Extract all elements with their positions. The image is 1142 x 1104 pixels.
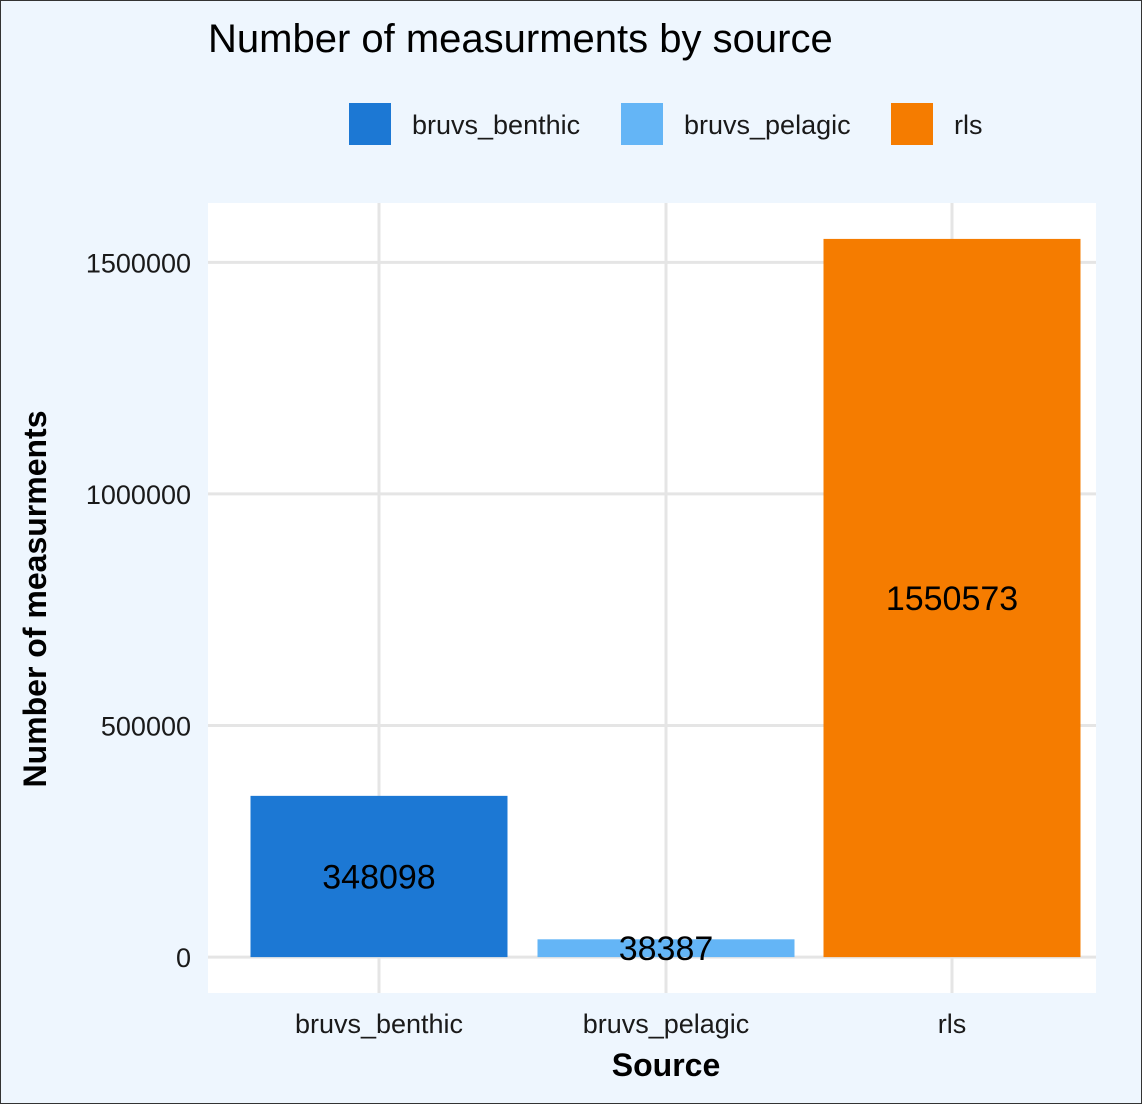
bar-rls xyxy=(823,238,1081,958)
x-axis-title: Source xyxy=(612,1047,720,1083)
legend-label: bruvs_benthic xyxy=(412,110,580,140)
y-axis-title: Number of measurments xyxy=(17,411,53,788)
data-label-bruvs-benthic: 348098 xyxy=(322,858,435,896)
x-tick-label: rls xyxy=(938,1009,967,1039)
legend-swatch xyxy=(349,103,391,145)
legend-item: rls xyxy=(891,103,983,145)
chart-title: Number of measurments by source xyxy=(208,17,833,61)
bar-bruvs-benthic xyxy=(250,795,508,958)
x-tick-label: bruvs_pelagic xyxy=(583,1009,750,1039)
y-tick-label: 1000000 xyxy=(86,480,191,510)
y-tick-label: 0 xyxy=(176,943,191,973)
legend-swatch xyxy=(621,103,663,145)
bar-bruvs-pelagic xyxy=(537,939,795,958)
legend-item: bruvs_pelagic xyxy=(621,103,851,145)
y-tick-label: 1500000 xyxy=(86,248,191,278)
legend-item: bruvs_benthic xyxy=(349,103,580,145)
bars xyxy=(250,238,1081,958)
data-labels: 348098 38387 1550573 xyxy=(322,580,1018,968)
legend-label: rls xyxy=(954,110,983,140)
y-axis-ticks: 0 500000 1000000 1500000 xyxy=(86,248,191,973)
legend-swatch xyxy=(891,103,933,145)
x-tick-label: bruvs_benthic xyxy=(295,1009,463,1039)
x-axis-ticks: bruvs_benthic bruvs_pelagic rls xyxy=(295,1009,966,1039)
legend-label: bruvs_pelagic xyxy=(684,110,851,140)
data-label-rls: 1550573 xyxy=(886,580,1018,618)
y-tick-label: 500000 xyxy=(101,712,191,742)
data-label-bruvs-pelagic: 38387 xyxy=(619,930,714,968)
legend: bruvs_benthic bruvs_pelagic rls xyxy=(349,103,983,145)
